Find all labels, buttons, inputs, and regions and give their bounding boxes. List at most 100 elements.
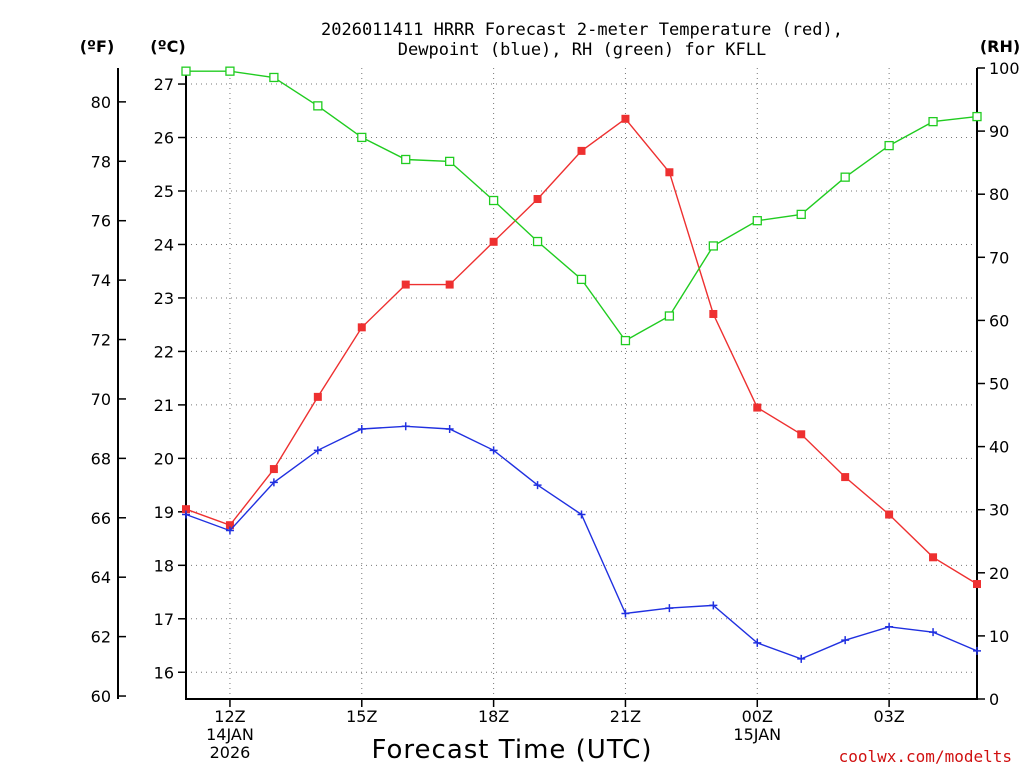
celsius-tick-label-17: 17 [154, 610, 174, 629]
dewpoint-point-24 [753, 638, 762, 647]
rh-point-21 [620, 335, 631, 346]
fahrenheit-tick-label-64: 64 [91, 568, 111, 587]
celsius-tick-label-23: 23 [154, 289, 174, 308]
fahrenheit-tick-label-76: 76 [91, 212, 111, 231]
fahrenheit-tick-label-60: 60 [91, 687, 111, 706]
temperature-point-24 [753, 403, 762, 412]
rh-point-16 [401, 154, 411, 165]
rh-tick-label-40: 40 [989, 438, 1009, 457]
rh-point-14 [313, 101, 323, 111]
grid [186, 68, 977, 699]
rh-axis-unit: (RH) [980, 37, 1020, 56]
temperature-point-17 [445, 280, 454, 289]
rh-point-27 [884, 140, 894, 151]
x-tick-label-21-0: 21Z [610, 707, 641, 726]
rh-point-26 [840, 172, 850, 182]
rh-point-28 [928, 116, 938, 127]
celsius-tick-label-21: 21 [154, 396, 174, 415]
x-axis-title: Forecast Time (UTC) [371, 735, 652, 765]
tick-labels: 16 17 18 19 20 21 22 23 24 25 26 27 60 62 64 66 68 70 72 74… [91, 59, 1020, 762]
celsius-tick-label-24: 24 [154, 235, 174, 254]
dewpoint-point-20 [577, 510, 586, 519]
dewpoint-point-25 [797, 654, 806, 663]
x-tick-label-12-1: 14JAN [206, 725, 254, 744]
fahrenheit-tick-label-74: 74 [91, 271, 111, 290]
x-tick-label-15-0: 15Z [346, 707, 377, 726]
rh-tick-label-80: 80 [989, 185, 1009, 204]
celsius-tick-label-27: 27 [154, 75, 174, 94]
temperature-point-25 [797, 430, 806, 439]
rh-tick-label-10: 10 [989, 627, 1009, 646]
fahrenheit-tick-label-70: 70 [91, 390, 111, 409]
dewpoint-point-15 [357, 424, 366, 433]
dewpoint-point-26 [841, 636, 850, 645]
temperature-point-28 [929, 553, 938, 562]
rh-point-19 [532, 236, 543, 247]
rh-point-29 [972, 111, 982, 122]
celsius-tick-label-19: 19 [154, 503, 174, 522]
x-tick-label-24-0: 00Z [742, 707, 773, 726]
dewpoint-point-18 [489, 446, 498, 455]
temperature-point-12 [225, 521, 234, 530]
rh-point-25 [796, 209, 806, 220]
rh-tick-label-100: 100 [989, 59, 1020, 78]
rh-point-13 [269, 72, 279, 83]
rh-point-17 [445, 156, 455, 167]
temperature-point-21 [621, 114, 630, 123]
axes [117, 67, 985, 707]
temperature-point-29 [973, 580, 981, 589]
rh-point-24 [752, 216, 762, 226]
x-tick-label-27-0: 03Z [873, 707, 904, 726]
fahrenheit-tick-label-72: 72 [91, 331, 111, 350]
x-tick-label-24-1: 15JAN [733, 725, 781, 744]
dewpoint-point-23 [709, 601, 718, 610]
rh-point-11 [181, 66, 191, 76]
temperature-point-27 [885, 510, 894, 519]
x-tick-label-18-0: 18Z [478, 707, 509, 726]
x-tick-label-12-0: 12Z [214, 707, 245, 726]
temperature-point-20 [577, 146, 586, 155]
chart-title-line-2: Dewpoint (blue), RH (green) for KFLL [398, 40, 766, 60]
fahrenheit-tick-label-80: 80 [91, 93, 111, 112]
rh-point-12 [225, 66, 235, 76]
chart-title-line-1: 2026011411 HRRR Forecast 2-meter Tempera… [321, 20, 843, 40]
dewpoint-point-16 [401, 422, 410, 431]
fahrenheit-axis-unit: (ºF) [80, 37, 115, 56]
celsius-tick-label-22: 22 [154, 342, 174, 361]
dewpoint-point-22 [665, 604, 674, 613]
temperature-point-11 [182, 505, 190, 514]
celsius-tick-label-18: 18 [154, 556, 174, 575]
temperature-point-15 [357, 323, 366, 332]
source-credit[interactable]: coolwx.com/modelts [839, 747, 1012, 766]
rh-tick-label-0: 0 [989, 690, 999, 709]
rh-tick-label-90: 90 [989, 122, 1009, 141]
dewpoint-point-21 [621, 609, 630, 618]
fahrenheit-tick-label-78: 78 [91, 152, 111, 171]
x-tick-label-12-2: 2026 [210, 743, 251, 762]
rh-point-22 [664, 311, 675, 321]
fahrenheit-tick-label-62: 62 [91, 628, 111, 647]
rh-tick-label-20: 20 [989, 564, 1009, 583]
temperature-point-19 [533, 195, 542, 204]
rh-point-18 [488, 195, 499, 206]
dewpoint-point-19 [533, 481, 542, 490]
temperature-point-26 [841, 473, 850, 482]
fahrenheit-tick-label-66: 66 [91, 509, 111, 528]
temperature-point-14 [313, 392, 322, 401]
rh-point-15 [357, 132, 367, 143]
rh-tick-label-50: 50 [989, 375, 1009, 394]
dewpoint-line [185, 425, 978, 660]
rh-tick-label-60: 60 [989, 311, 1009, 330]
celsius-tick-label-25: 25 [154, 182, 174, 201]
fahrenheit-tick-label-68: 68 [91, 449, 111, 468]
dewpoint-point-13 [269, 478, 278, 487]
rh-line [186, 70, 978, 342]
celsius-tick-label-16: 16 [154, 663, 174, 682]
dewpoint-point-27 [885, 622, 894, 631]
temperature-point-22 [665, 168, 674, 177]
celsius-axis-unit: (ºC) [150, 37, 185, 56]
rh-tick-label-30: 30 [989, 501, 1009, 520]
dewpoint-point-17 [445, 424, 454, 433]
celsius-tick-label-26: 26 [154, 129, 174, 148]
